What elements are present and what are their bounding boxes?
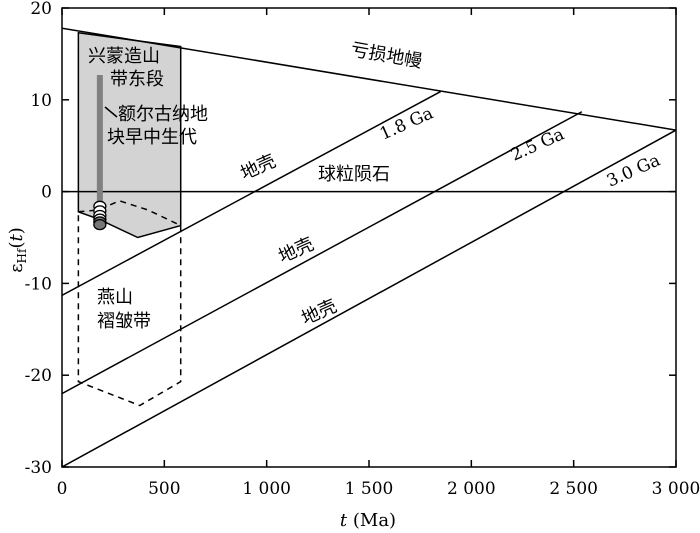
crust-label-1: 地壳 [237,151,278,185]
yanshan-fold-area [77,199,182,407]
x-tick-label: 2 500 [549,479,598,499]
reference-lines [62,27,676,467]
y-tick-label: -10 [25,274,52,294]
xingmeng-label-line-1: 兴蒙造山 [88,46,160,67]
axes: 0 500 1 000 1 500 2 000 2 500 3 000 -30 -20 -10 0 1… [25,0,700,499]
x-tick-label: 1 500 [345,479,394,499]
y-axis-title: εHf(t) [6,227,29,273]
yanshan-label-line-1: 燕山 [97,287,133,308]
ergun-label-line-1: 额尔古纳地 [118,104,208,125]
y-tick-label: 0 [41,183,52,203]
y-tick-label: 20 [30,0,52,19]
y-tick-label: 10 [30,91,52,111]
line-labels: 亏损地幔 球粒陨石 1.8 Ga 2.5 Ga 3.0 Ga 地壳 地壳 地壳 [237,39,663,329]
x-tick-label: 1 000 [242,479,291,499]
y-tick-label: -20 [25,366,52,386]
ergun-label-line-2: 块早中生代 [107,127,197,148]
y-tick-label: -30 [25,458,52,478]
x-tick-label: 2 000 [447,479,496,499]
crust-3.0-line [62,129,676,467]
label-3-0-ga: 3.0 Ga [604,150,663,191]
ergun-leader-line [104,106,118,118]
label-2-5-ga: 2.5 Ga [508,124,567,165]
crust-label-2: 地壳 [275,234,316,268]
crust-label-3: 地壳 [298,296,339,330]
crust-2.5-line [62,111,583,395]
chondrite-label: 球粒陨石 [318,164,390,185]
x-tick-label: 0 [57,479,68,499]
crust-1.8-line [62,90,441,296]
xingmeng-label-line-2: 带东段 [110,69,164,90]
ergun-bar [96,75,103,215]
x-tick-label: 500 [148,479,180,499]
sample-markers [93,75,107,231]
region-labels: 兴蒙造山 带东段 额尔古纳地 块早中生代 燕山 褶皱带 [88,46,208,332]
x-tick-label: 3 000 [652,479,700,499]
yanshan-label-line-2: 褶皱带 [97,311,151,332]
depleted-mantle-line [62,27,676,131]
depleted-mantle-label: 亏损地幔 [349,39,424,72]
sample-point [93,218,107,231]
x-axis-title: t (Ma) [340,510,396,531]
regions [77,31,182,407]
